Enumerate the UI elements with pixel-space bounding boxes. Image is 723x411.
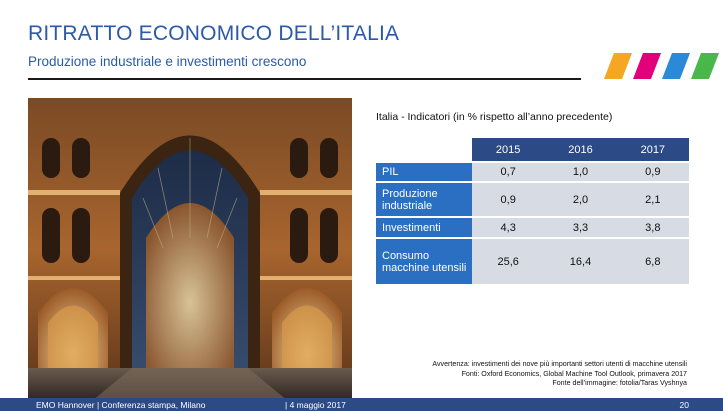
cell-value: 6,8 — [616, 237, 689, 284]
cell-value: 0,7 — [472, 161, 545, 181]
cell-value: 2,1 — [616, 181, 689, 216]
table-row: PIL 0,7 1,0 0,9 — [376, 161, 689, 181]
table-caption: Italia - Indicatori (in % rispetto all’a… — [376, 111, 613, 123]
col-header-2015: 2015 — [472, 138, 545, 161]
col-header-2016: 2016 — [544, 138, 617, 161]
slide-title: RITRATTO ECONOMICO DELL’ITALIA — [28, 22, 400, 45]
row-label: Investimenti — [376, 216, 472, 237]
slide-subtitle: Produzione industriale e investimenti cr… — [28, 54, 307, 69]
galleria-photo — [28, 98, 352, 401]
note-sources: Fonti: Oxford Economics, Global Machine … — [461, 369, 687, 378]
cell-value: 4,3 — [472, 216, 545, 237]
row-label: Produzione industriale — [376, 181, 472, 216]
cell-value: 16,4 — [544, 237, 617, 284]
row-label: Consumo macchine utensili — [376, 237, 472, 284]
note-image-credit: Fonte dell’immagine: fotolia/Taras Vyshn… — [552, 379, 687, 388]
footer-event: EMO Hannover | Conferenza stampa, Milano — [36, 400, 206, 410]
indicators-table: 2015 2016 2017 PIL 0,7 1,0 0,9 Produzion… — [376, 138, 689, 284]
page-number: 20 — [679, 400, 689, 410]
row-label: PIL — [376, 161, 472, 181]
table-row: Investimenti 4,3 3,3 3,8 — [376, 216, 689, 237]
footer-date: | 4 maggio 2017 — [285, 400, 346, 410]
cell-value: 0,9 — [616, 161, 689, 181]
cell-value: 25,6 — [472, 237, 545, 284]
table-header-row: 2015 2016 2017 — [376, 138, 689, 161]
brand-logo-icon — [604, 53, 719, 79]
col-header-2017: 2017 — [616, 138, 689, 161]
header-blank-cell — [376, 138, 472, 161]
note-warning: Avvertenza: investimenti dei nove più im… — [432, 360, 687, 368]
footer-bar: EMO Hannover | Conferenza stampa, Milano… — [0, 398, 723, 411]
cell-value: 0,9 — [472, 181, 545, 216]
title-divider — [28, 78, 581, 80]
cell-value: 2,0 — [544, 181, 617, 216]
cell-value: 3,8 — [616, 216, 689, 237]
table-row: Consumo macchine utensili 25,6 16,4 6,8 — [376, 237, 689, 284]
source-notes: Avvertenza: investimenti dei nove più im… — [432, 360, 687, 389]
cell-value: 1,0 — [544, 161, 617, 181]
cell-value: 3,3 — [544, 216, 617, 237]
table-row: Produzione industriale 0,9 2,0 2,1 — [376, 181, 689, 216]
